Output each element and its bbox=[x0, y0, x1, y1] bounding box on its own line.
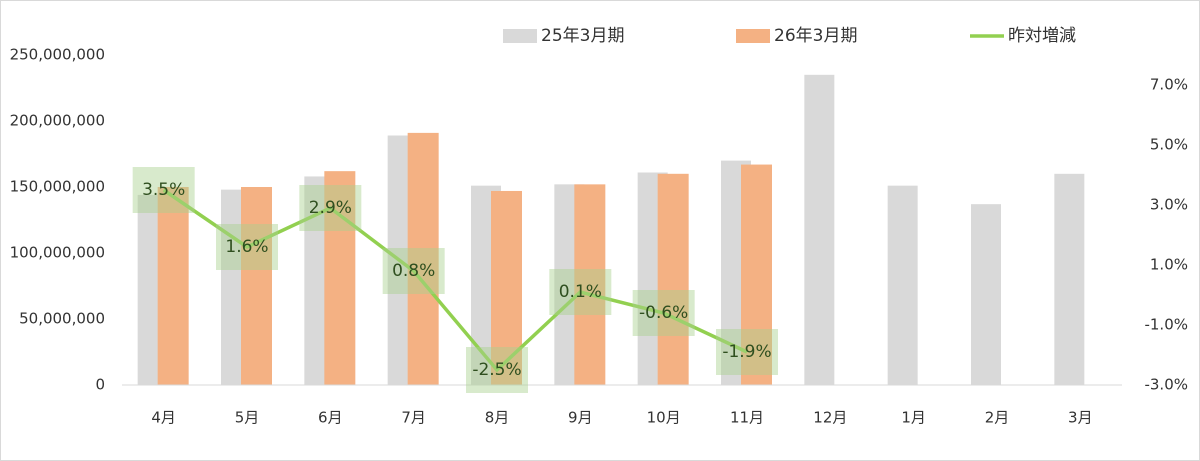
x-tick-label: 2月 bbox=[985, 409, 1010, 427]
bar bbox=[574, 184, 606, 385]
data-label-bg bbox=[382, 248, 445, 294]
bar bbox=[887, 185, 918, 385]
data-label-bg bbox=[466, 347, 528, 393]
y2-tick-label: 3.0% bbox=[1150, 196, 1188, 214]
data-label: 2.9% bbox=[309, 198, 352, 218]
y2-tick-label: 1.0% bbox=[1150, 256, 1188, 274]
data-label: 0.8% bbox=[392, 261, 435, 281]
data-label: -0.6% bbox=[639, 303, 688, 323]
y2-tick-label: 5.0% bbox=[1150, 136, 1188, 154]
y2-tick-label: -1.0% bbox=[1144, 316, 1188, 334]
bar bbox=[657, 173, 689, 385]
bar bbox=[971, 204, 1001, 385]
bar bbox=[741, 164, 772, 385]
y2-tick-label: -3.0% bbox=[1144, 376, 1188, 394]
bar bbox=[157, 187, 189, 385]
x-tick-label: 10月 bbox=[647, 409, 681, 427]
data-label-bg bbox=[216, 224, 278, 270]
x-tick-label: 9月 bbox=[568, 409, 593, 427]
x-tick-label: 12月 bbox=[813, 409, 847, 427]
data-label: 0.1% bbox=[559, 282, 602, 302]
y-tick-label: 100,000,000 bbox=[10, 244, 105, 262]
data-label-bg bbox=[716, 329, 778, 375]
data-label-bg bbox=[549, 269, 612, 315]
y2-tick-label: 7.0% bbox=[1150, 76, 1188, 94]
y-tick-label: 50,000,000 bbox=[19, 310, 105, 328]
y-tick-label: 200,000,000 bbox=[10, 112, 105, 130]
bar bbox=[407, 132, 439, 385]
legend-swatch bbox=[503, 29, 537, 43]
x-tick-label: 11月 bbox=[730, 409, 764, 427]
data-label-bg bbox=[632, 290, 695, 336]
x-tick-label: 8月 bbox=[485, 409, 510, 427]
y-tick-label: 250,000,000 bbox=[10, 46, 105, 64]
legend-swatch bbox=[736, 29, 770, 43]
data-label: 3.5% bbox=[142, 180, 185, 200]
data-label-bg bbox=[132, 167, 195, 213]
data-label: 1.6% bbox=[225, 237, 268, 257]
legend-label: 26年3月期 bbox=[774, 26, 857, 46]
data-label: -1.9% bbox=[722, 342, 771, 362]
x-tick-label: 7月 bbox=[401, 409, 426, 427]
y-tick-label: 150,000,000 bbox=[10, 178, 105, 196]
legend-label: 昨対増減 bbox=[1008, 26, 1076, 46]
data-label: -2.5% bbox=[472, 360, 521, 380]
bar bbox=[241, 187, 272, 385]
x-tick-label: 6月 bbox=[318, 409, 343, 427]
data-label-bg bbox=[299, 185, 362, 231]
x-tick-label: 4月 bbox=[151, 409, 176, 427]
bar bbox=[1054, 173, 1085, 385]
x-tick-label: 3月 bbox=[1068, 409, 1093, 427]
x-tick-label: 1月 bbox=[901, 409, 926, 427]
legend-label: 25年3月期 bbox=[541, 26, 624, 46]
line bbox=[162, 188, 748, 373]
bar bbox=[804, 74, 835, 386]
y-tick-label: 0 bbox=[95, 376, 105, 394]
x-tick-label: 5月 bbox=[235, 409, 260, 427]
